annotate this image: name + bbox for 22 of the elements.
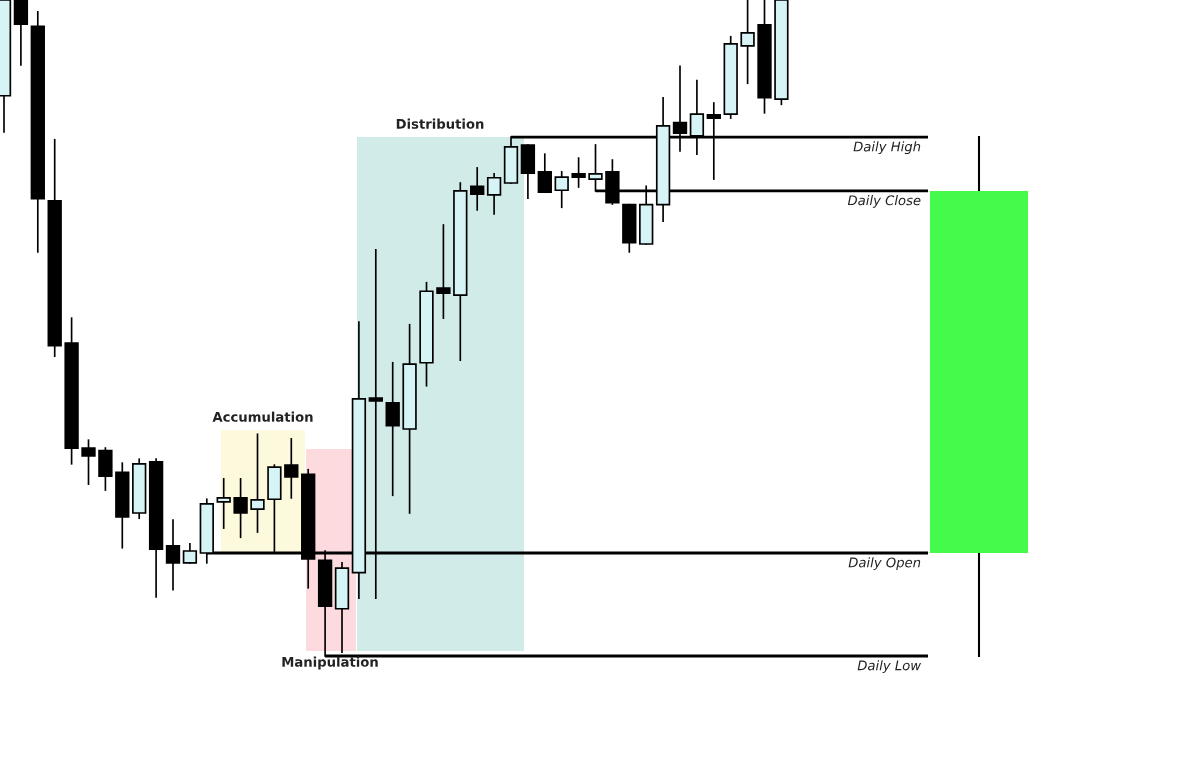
- candlestick: [470, 167, 485, 211]
- candlestick: [165, 519, 181, 591]
- ref-line-label: Daily Low: [857, 660, 922, 673]
- candlestick: [216, 478, 231, 529]
- candlestick: [537, 153, 552, 194]
- ref-line-label: Daily Open: [848, 557, 921, 570]
- candlestick: [284, 438, 299, 499]
- candlestick: [250, 433, 265, 533]
- text: Manipulation: [282, 656, 378, 670]
- candlestick: [81, 439, 96, 485]
- candlestick: [571, 157, 586, 188]
- annotation: Accumulation: [212, 411, 313, 422]
- candlestick: [740, 0, 755, 85]
- ref-line-label: Daily Close: [847, 195, 921, 208]
- candlestick: [182, 542, 198, 564]
- annotation: Distribution: [396, 118, 484, 129]
- candlestick: [436, 224, 451, 319]
- candlestick: [385, 361, 400, 497]
- ref-line-label: Daily High: [853, 141, 921, 155]
- candlestick: [233, 478, 248, 539]
- candlestick: [554, 171, 569, 209]
- candlestick: [486, 173, 502, 215]
